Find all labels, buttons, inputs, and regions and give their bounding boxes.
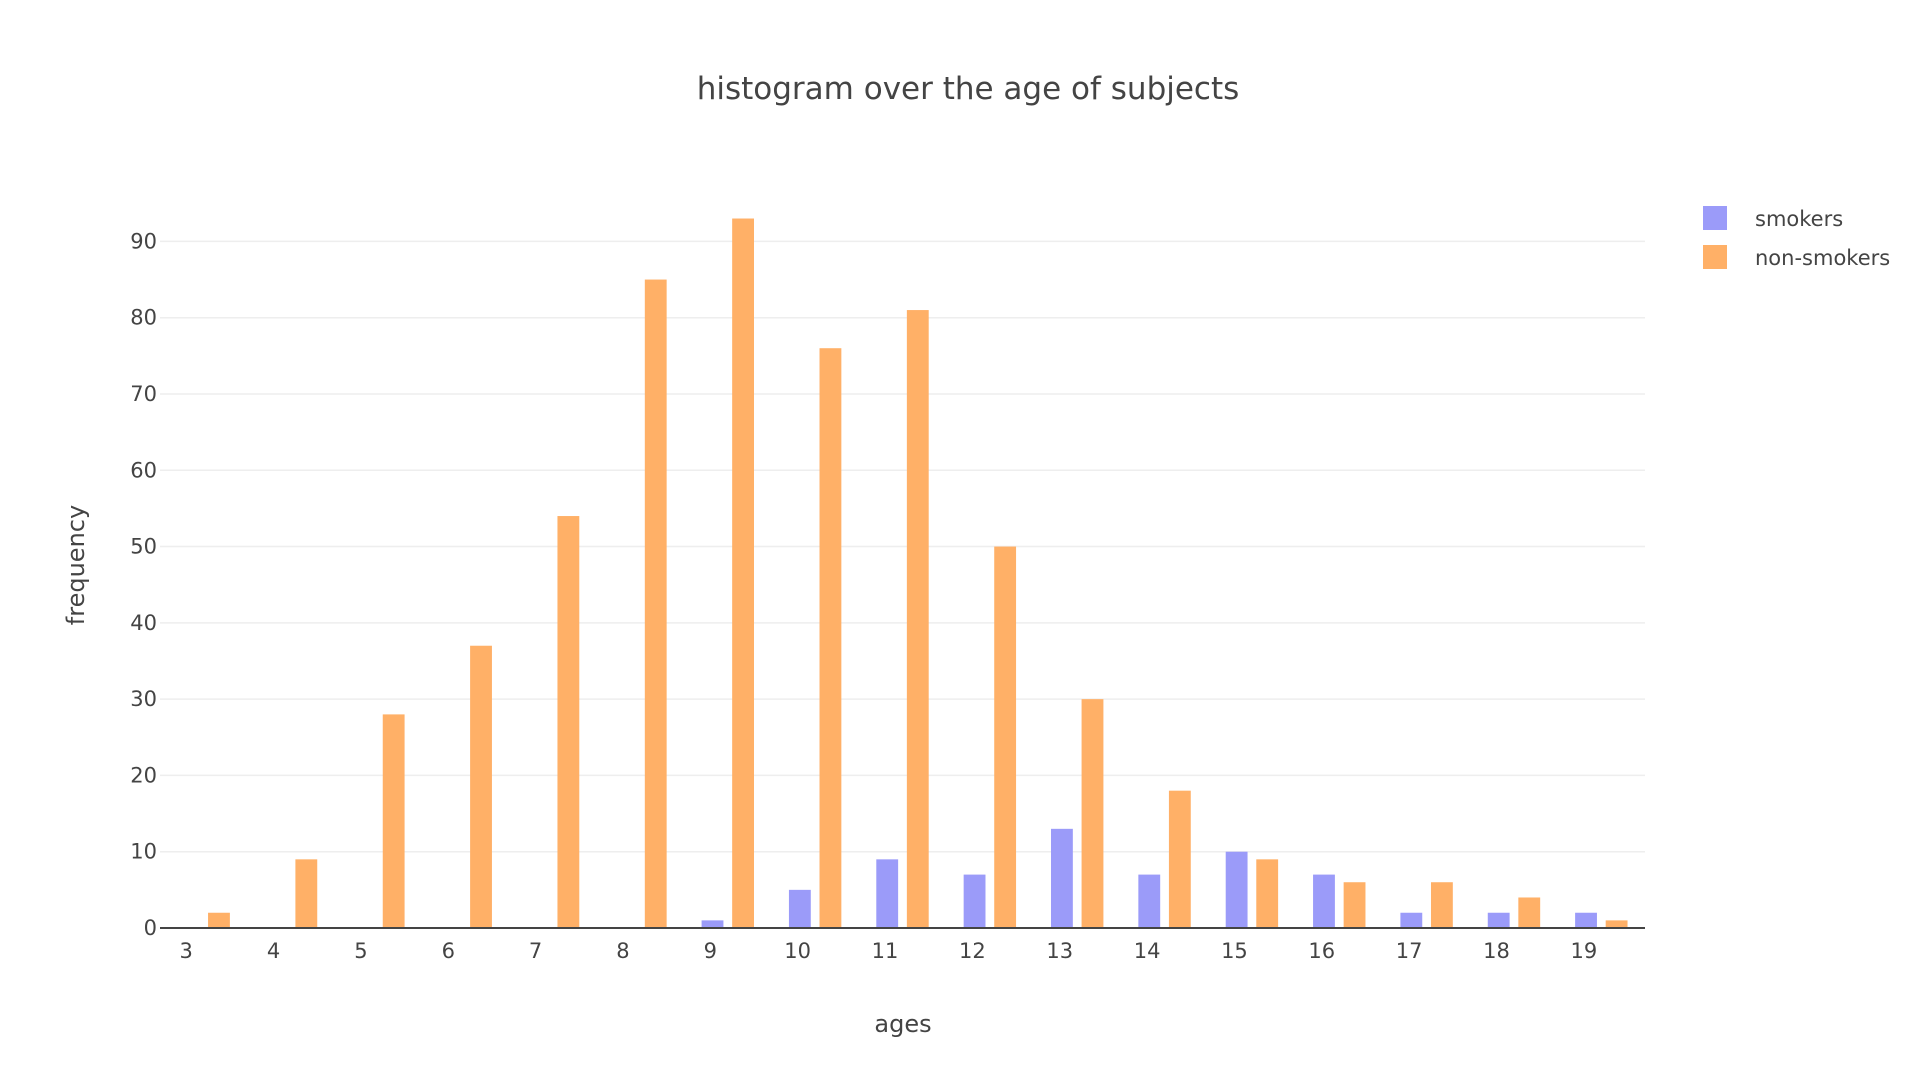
x-tick-label: 18 bbox=[1483, 939, 1510, 963]
y-tick-label: 10 bbox=[130, 840, 157, 864]
legend-item-smokers[interactable]: smokers bbox=[1703, 206, 1843, 231]
legend-item-non-smokers[interactable]: non-smokers bbox=[1703, 245, 1890, 270]
chart-title: histogram over the age of subjects bbox=[697, 71, 1240, 107]
smokers-bar-13[interactable] bbox=[1051, 828, 1073, 928]
smokers-bar-14[interactable] bbox=[1138, 874, 1161, 928]
x-tick-label: 19 bbox=[1570, 939, 1597, 963]
x-tick-label: 15 bbox=[1221, 939, 1248, 963]
smokers-bar-9[interactable] bbox=[701, 920, 724, 928]
x-tick-label: 16 bbox=[1308, 939, 1335, 963]
smokers-bar-16[interactable] bbox=[1313, 874, 1335, 928]
x-tick-label: 8 bbox=[616, 939, 629, 963]
x-tick-label: 10 bbox=[784, 939, 811, 963]
smokers-bar-19[interactable] bbox=[1575, 912, 1597, 928]
y-axis-ticks: 0 10 20 30 40 50 60 70 80 90 bbox=[130, 229, 157, 940]
bars bbox=[208, 218, 1628, 929]
x-tick-label: 7 bbox=[529, 939, 542, 963]
legend-label: smokers bbox=[1755, 207, 1843, 231]
non-smokers-bar-19[interactable] bbox=[1605, 920, 1628, 928]
x-tick-label: 6 bbox=[442, 939, 455, 963]
smokers-bar-10[interactable] bbox=[788, 889, 811, 928]
y-tick-label: 90 bbox=[130, 229, 157, 253]
x-axis-ticks: 3 4 5 6 7 8 9 10 11 12 13 14 15 16 17 18 19 bbox=[180, 939, 1598, 963]
legend-label: non-smokers bbox=[1755, 246, 1890, 270]
smokers-bar-18[interactable] bbox=[1487, 912, 1510, 928]
non-smokers-bar-8[interactable] bbox=[644, 279, 667, 928]
x-tick-label: 9 bbox=[704, 939, 717, 963]
non-smokers-bar-4[interactable] bbox=[295, 859, 318, 928]
y-tick-label: 30 bbox=[130, 687, 157, 711]
x-tick-label: 14 bbox=[1134, 939, 1161, 963]
x-tick-label: 13 bbox=[1046, 939, 1073, 963]
x-tick-label: 4 bbox=[267, 939, 280, 963]
non-smokers-bar-18[interactable] bbox=[1518, 897, 1541, 928]
non-smokers-bar-14[interactable] bbox=[1168, 790, 1191, 928]
smokers-bar-12[interactable] bbox=[963, 874, 986, 928]
non-smokers-bar-17[interactable] bbox=[1430, 882, 1453, 928]
non-smokers-bar-11[interactable] bbox=[906, 310, 929, 928]
non-smokers-bar-12[interactable] bbox=[994, 546, 1017, 928]
legend-swatch bbox=[1703, 245, 1727, 269]
x-tick-label: 17 bbox=[1396, 939, 1423, 963]
x-tick-label: 5 bbox=[354, 939, 367, 963]
legend-swatch bbox=[1703, 206, 1727, 230]
non-smokers-bar-3[interactable] bbox=[208, 912, 230, 928]
y-tick-label: 20 bbox=[130, 763, 157, 787]
x-tick-label: 3 bbox=[180, 939, 193, 963]
non-smokers-bar-10[interactable] bbox=[819, 348, 842, 928]
x-tick-label: 12 bbox=[959, 939, 986, 963]
non-smokers-bar-13[interactable] bbox=[1081, 699, 1104, 928]
y-tick-label: 80 bbox=[130, 306, 157, 330]
y-tick-label: 50 bbox=[130, 535, 157, 559]
x-tick-label: 11 bbox=[872, 939, 899, 963]
legend[interactable]: smokers non-smokers bbox=[1703, 206, 1890, 270]
y-tick-label: 70 bbox=[130, 382, 157, 406]
y-tick-label: 40 bbox=[130, 611, 157, 635]
non-smokers-bar-15[interactable] bbox=[1256, 859, 1279, 928]
smokers-bar-17[interactable] bbox=[1400, 912, 1423, 928]
non-smokers-bar-7[interactable] bbox=[557, 516, 580, 928]
y-tick-label: 60 bbox=[130, 458, 157, 482]
smokers-bar-15[interactable] bbox=[1225, 851, 1248, 928]
y-tick-label: 0 bbox=[144, 916, 157, 940]
grid-lines bbox=[160, 240, 1645, 853]
non-smokers-bar-5[interactable] bbox=[382, 714, 405, 928]
y-axis-label: frequency bbox=[62, 505, 90, 625]
non-smokers-bar-6[interactable] bbox=[470, 645, 492, 928]
non-smokers-bar-9[interactable] bbox=[732, 218, 754, 929]
non-smokers-bar-16[interactable] bbox=[1343, 882, 1366, 928]
x-axis-label: ages bbox=[874, 1010, 931, 1038]
smokers-bar-11[interactable] bbox=[876, 859, 899, 928]
